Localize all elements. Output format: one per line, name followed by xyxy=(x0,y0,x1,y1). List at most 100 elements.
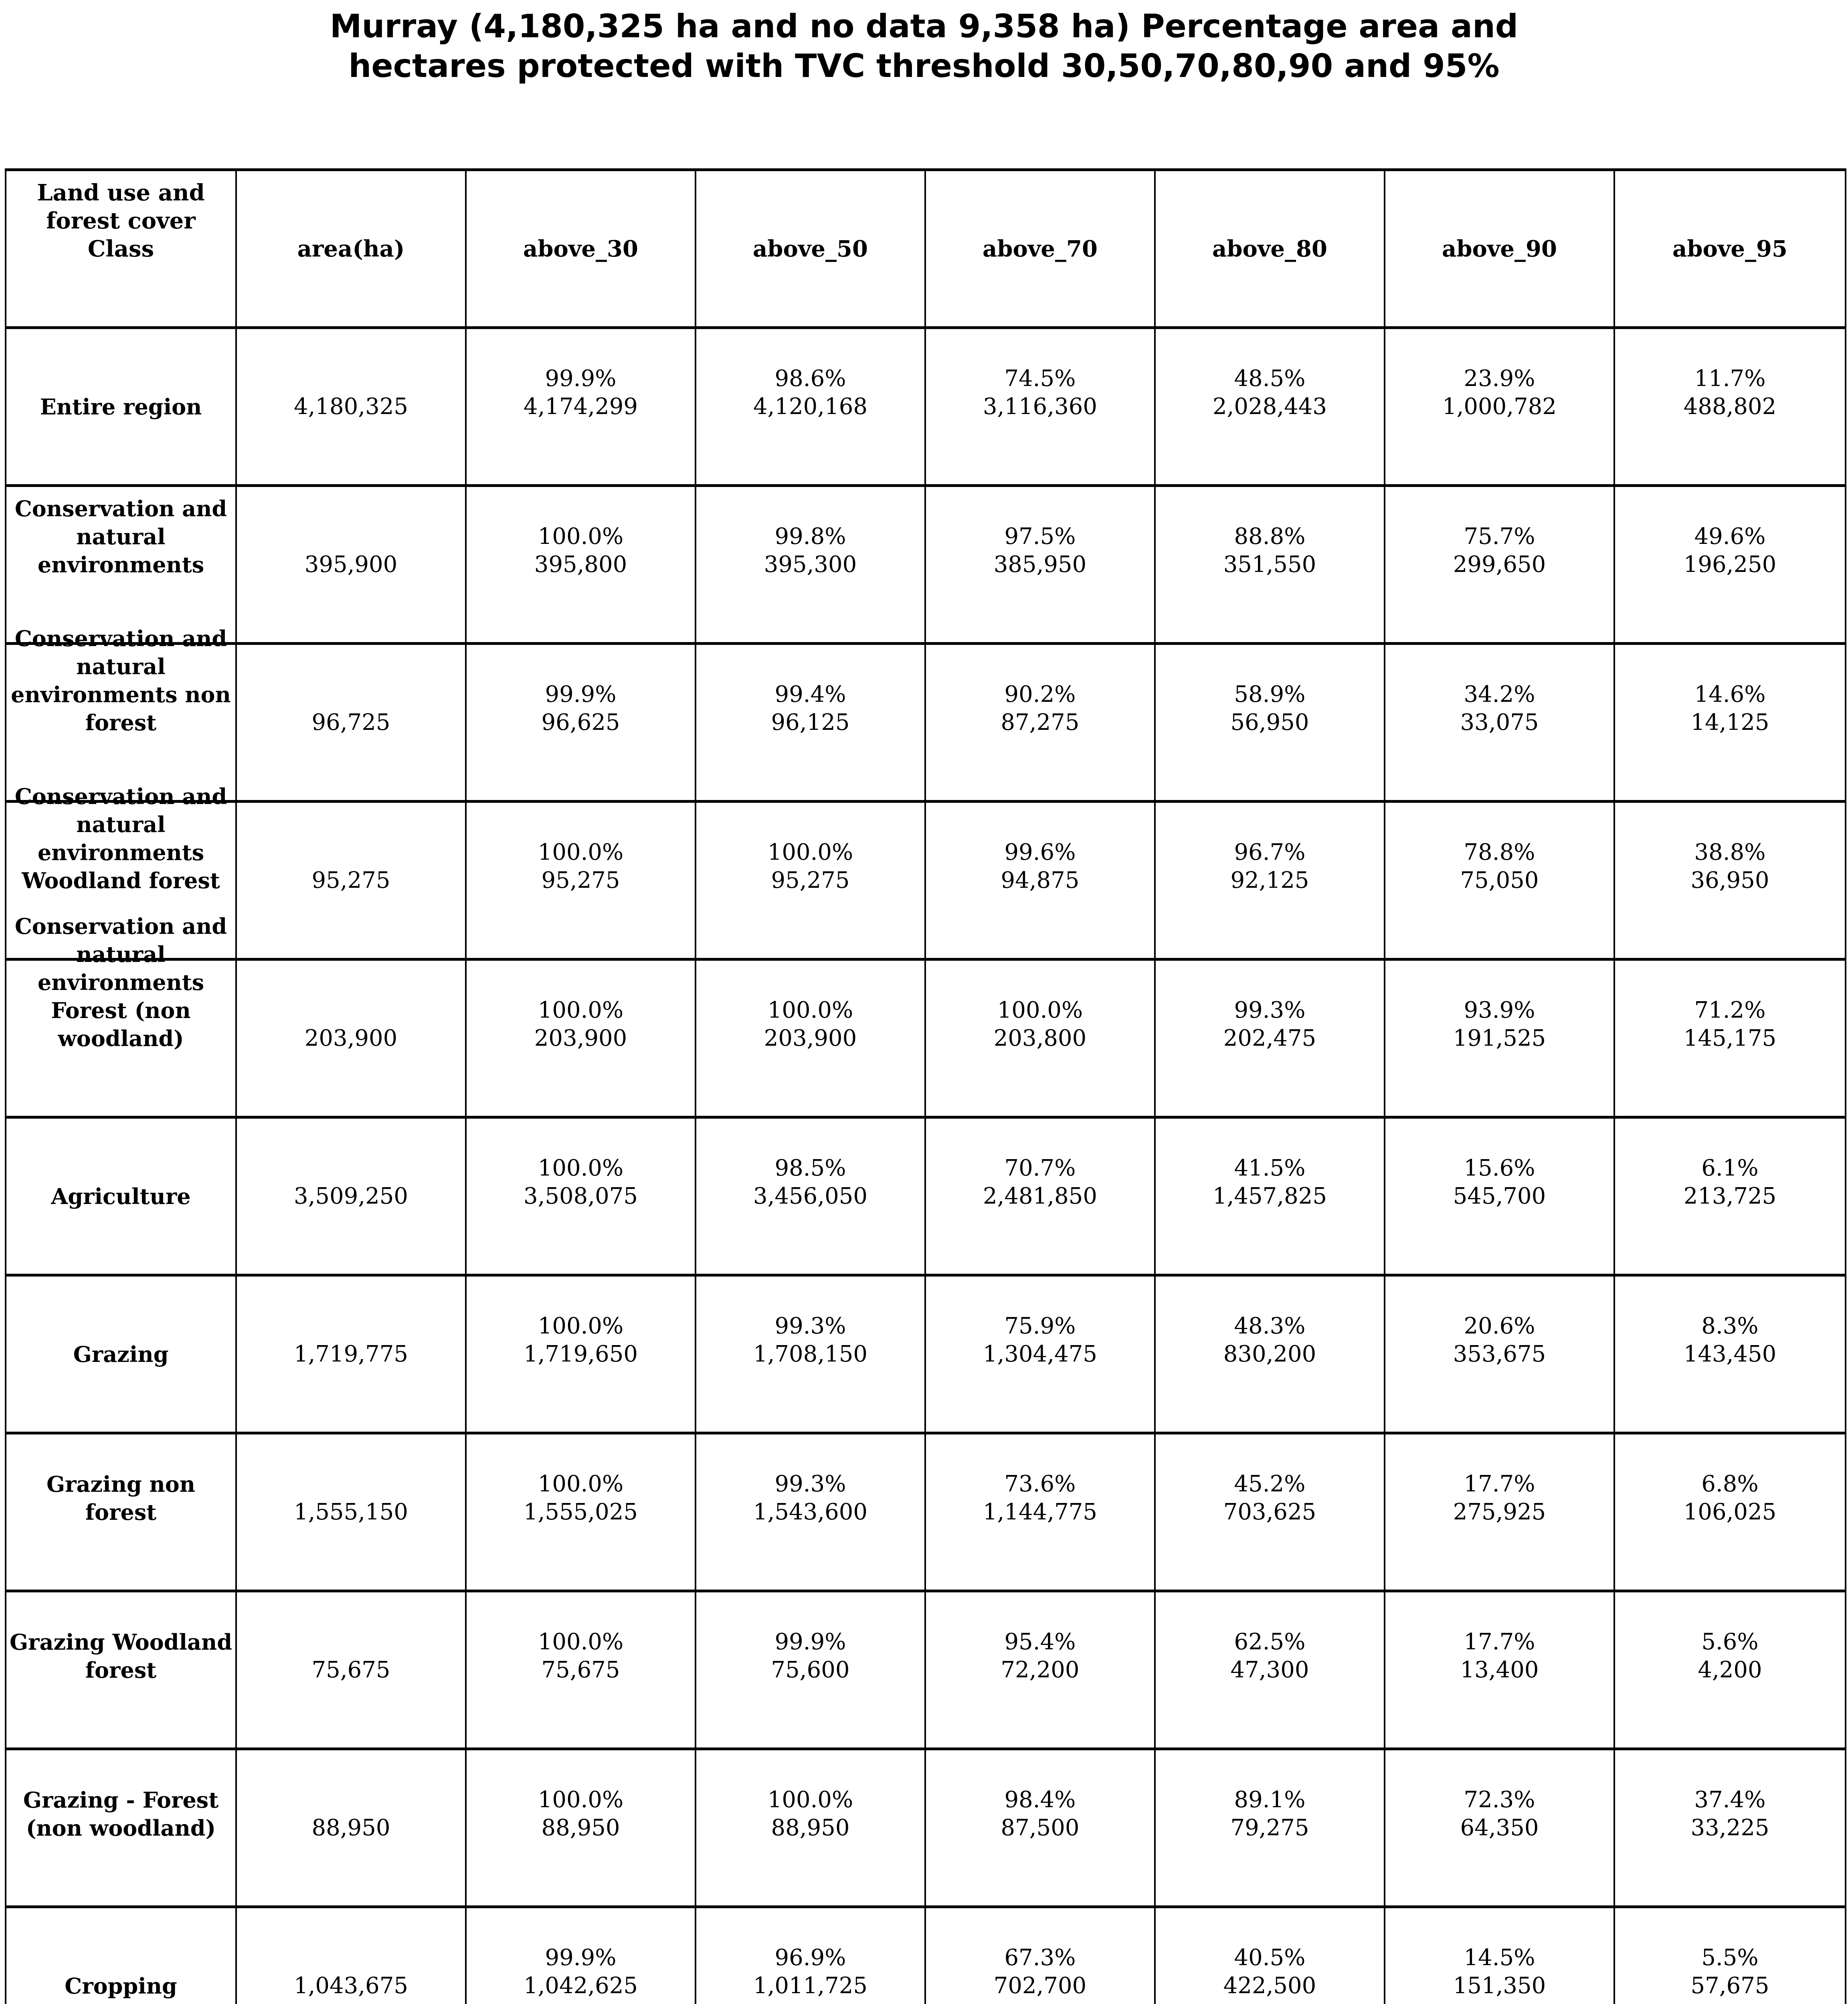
threshold-cell-70: 95.4% 72,200 xyxy=(926,1592,1156,1750)
threshold-cell-80: 62.5% 47,300 xyxy=(1156,1592,1385,1750)
row-label-cell: Conservation and natural environments xyxy=(6,487,237,645)
threshold-cell-80: 99.3% 202,475 xyxy=(1156,961,1385,1119)
threshold-cell-90: 20.6% 353,675 xyxy=(1385,1277,1615,1434)
area-cell: 75,675 xyxy=(237,1592,467,1750)
threshold-cell-90: 93.9% 191,525 xyxy=(1385,961,1615,1119)
row-label-cell: Grazing - Forest (non woodland) xyxy=(6,1750,237,1908)
threshold-cell-50: 99.8% 395,300 xyxy=(696,487,926,645)
threshold-cell-90: 72.3% 64,350 xyxy=(1385,1750,1615,1908)
threshold-cell-50: 99.3% 1,543,600 xyxy=(696,1434,926,1592)
threshold-cell-90: 17.7% 275,925 xyxy=(1385,1434,1615,1592)
threshold-cell-70: 70.7% 2,481,850 xyxy=(926,1119,1156,1277)
threshold-cell-70: 67.3% 702,700 xyxy=(926,1908,1156,2004)
threshold-cell-70: 98.4% 87,500 xyxy=(926,1750,1156,1908)
threshold-cell-95: 8.3% 143,450 xyxy=(1615,1277,1845,1434)
threshold-cell-30: 100.0% 75,675 xyxy=(467,1592,696,1750)
threshold-cell-30: 100.0% 3,508,075 xyxy=(467,1119,696,1277)
threshold-cell-80: 40.5% 422,500 xyxy=(1156,1908,1385,2004)
row-label-cell: Grazing non forest xyxy=(6,1434,237,1592)
threshold-cell-30: 99.9% 96,625 xyxy=(467,645,696,803)
threshold-cell-70: 73.6% 1,144,775 xyxy=(926,1434,1156,1592)
threshold-cell-30: 100.0% 88,950 xyxy=(467,1750,696,1908)
col-header-above-95: above_95 xyxy=(1615,171,1845,329)
threshold-cell-30: 99.9% 4,174,299 xyxy=(467,329,696,487)
threshold-cell-70: 97.5% 385,950 xyxy=(926,487,1156,645)
row-label-cell: Entire region xyxy=(6,329,237,487)
threshold-cell-70: 90.2% 87,275 xyxy=(926,645,1156,803)
threshold-cell-80: 89.1% 79,275 xyxy=(1156,1750,1385,1908)
row-label-cell: Grazing xyxy=(6,1277,237,1434)
threshold-cell-80: 96.7% 92,125 xyxy=(1156,803,1385,961)
col-header-above-80: above_80 xyxy=(1156,171,1385,329)
threshold-cell-95: 14.6% 14,125 xyxy=(1615,645,1845,803)
threshold-cell-90: 14.5% 151,350 xyxy=(1385,1908,1615,2004)
row-label-cell: Agriculture xyxy=(6,1119,237,1277)
threshold-cell-95: 6.8% 106,025 xyxy=(1615,1434,1845,1592)
threshold-cell-50: 98.5% 3,456,050 xyxy=(696,1119,926,1277)
threshold-cell-50: 100.0% 95,275 xyxy=(696,803,926,961)
row-label-cell: Grazing Woodland forest xyxy=(6,1592,237,1750)
threshold-cell-95: 6.1% 213,725 xyxy=(1615,1119,1845,1277)
area-cell: 96,725 xyxy=(237,645,467,803)
title-line-1: Murray (4,180,325 ha and no data 9,358 h… xyxy=(330,8,1518,45)
threshold-cell-70: 99.6% 94,875 xyxy=(926,803,1156,961)
row-label-cell: Conservation and natural environments Wo… xyxy=(6,784,237,961)
threshold-cell-50: 96.9% 1,011,725 xyxy=(696,1908,926,2004)
area-cell: 95,275 xyxy=(237,803,467,961)
threshold-cell-30: 100.0% 1,719,650 xyxy=(467,1277,696,1434)
threshold-cell-80: 48.3% 830,200 xyxy=(1156,1277,1385,1434)
threshold-cell-90: 34.2% 33,075 xyxy=(1385,645,1615,803)
threshold-cell-30: 100.0% 203,900 xyxy=(467,961,696,1119)
threshold-cell-80: 58.9% 56,950 xyxy=(1156,645,1385,803)
col-header-above-30: above_30 xyxy=(467,171,696,329)
threshold-cell-50: 99.9% 75,600 xyxy=(696,1592,926,1750)
threshold-cell-30: 100.0% 395,800 xyxy=(467,487,696,645)
threshold-cell-30: 100.0% 1,555,025 xyxy=(467,1434,696,1592)
threshold-cell-95: 5.6% 4,200 xyxy=(1615,1592,1845,1750)
col-header-above-70: above_70 xyxy=(926,171,1156,329)
area-cell: 1,719,775 xyxy=(237,1277,467,1434)
area-cell: 3,509,250 xyxy=(237,1119,467,1277)
threshold-cell-50: 100.0% 88,950 xyxy=(696,1750,926,1908)
row-label-cell: Conservation and natural environments Fo… xyxy=(6,913,237,1119)
threshold-cell-50: 99.4% 96,125 xyxy=(696,645,926,803)
col-header-above-50: above_50 xyxy=(696,171,926,329)
col-header-above-90: above_90 xyxy=(1385,171,1615,329)
threshold-cell-95: 71.2% 145,175 xyxy=(1615,961,1845,1119)
data-table: Land use and forest cover Class area(ha)… xyxy=(5,168,1846,2004)
threshold-cell-95: 11.7% 488,802 xyxy=(1615,329,1845,487)
threshold-cell-80: 88.8% 351,550 xyxy=(1156,487,1385,645)
col-header-class: Land use and forest cover Class xyxy=(6,171,237,329)
threshold-cell-30: 99.9% 1,042,625 xyxy=(467,1908,696,2004)
threshold-cell-70: 75.9% 1,304,475 xyxy=(926,1277,1156,1434)
col-header-area-ha: area(ha) xyxy=(237,171,467,329)
threshold-cell-95: 5.5% 57,675 xyxy=(1615,1908,1845,2004)
area-cell: 203,900 xyxy=(237,961,467,1119)
area-cell: 1,555,150 xyxy=(237,1434,467,1592)
area-cell: 4,180,325 xyxy=(237,329,467,487)
threshold-cell-70: 74.5% 3,116,360 xyxy=(926,329,1156,487)
threshold-cell-90: 23.9% 1,000,782 xyxy=(1385,329,1615,487)
threshold-cell-80: 48.5% 2,028,443 xyxy=(1156,329,1385,487)
threshold-cell-50: 100.0% 203,900 xyxy=(696,961,926,1119)
area-cell: 1,043,675 xyxy=(237,1908,467,2004)
threshold-cell-80: 41.5% 1,457,825 xyxy=(1156,1119,1385,1277)
threshold-cell-70: 100.0% 203,800 xyxy=(926,961,1156,1119)
row-label-cell: Cropping xyxy=(6,1908,237,2004)
title-line-2: hectares protected with TVC threshold 30… xyxy=(348,47,1500,85)
threshold-cell-95: 37.4% 33,225 xyxy=(1615,1750,1845,1908)
threshold-cell-90: 78.8% 75,050 xyxy=(1385,803,1615,961)
area-cell: 395,900 xyxy=(237,487,467,645)
row-label-cell: Conservation and natural environments no… xyxy=(6,626,237,803)
threshold-cell-50: 99.3% 1,708,150 xyxy=(696,1277,926,1434)
threshold-cell-95: 49.6% 196,250 xyxy=(1615,487,1845,645)
page-title: Murray (4,180,325 ha and no data 9,358 h… xyxy=(0,6,1848,86)
threshold-cell-90: 17.7% 13,400 xyxy=(1385,1592,1615,1750)
area-cell: 88,950 xyxy=(237,1750,467,1908)
threshold-cell-95: 38.8% 36,950 xyxy=(1615,803,1845,961)
threshold-cell-30: 100.0% 95,275 xyxy=(467,803,696,961)
threshold-cell-80: 45.2% 703,625 xyxy=(1156,1434,1385,1592)
threshold-cell-50: 98.6% 4,120,168 xyxy=(696,329,926,487)
threshold-cell-90: 15.6% 545,700 xyxy=(1385,1119,1615,1277)
